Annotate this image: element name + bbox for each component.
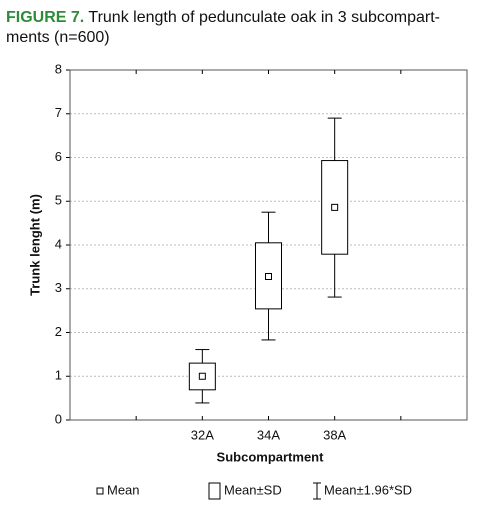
y-tick-label: 4: [55, 236, 62, 251]
mean-marker: [198, 372, 206, 380]
figure-label: FIGURE 7.: [6, 9, 84, 26]
mean-marker: [331, 203, 339, 211]
legend-label: Mean±SD: [224, 482, 282, 497]
y-tick-label: 5: [55, 193, 62, 208]
title-line: Trunk length of pedunculate oak in 3 sub…: [88, 9, 440, 26]
y-tick-label: 6: [55, 149, 62, 164]
y-tick-label: 0: [55, 411, 62, 426]
legend-label: Mean±1.96*SD: [324, 482, 412, 497]
legend-icon: [96, 487, 104, 495]
y-tick-label: 8: [55, 61, 62, 76]
x-tick-label: 34A: [257, 427, 280, 442]
y-tick-label: 1: [55, 368, 62, 383]
x-tick-label: 38A: [323, 427, 346, 442]
mean-marker: [265, 273, 272, 280]
chart-title: FIGURE 7. Trunk length of pedunculate oa…: [6, 9, 440, 26]
y-axis-label: Trunk lenght (m): [27, 194, 42, 296]
x-axis-label: Subcompartment: [217, 449, 325, 464]
legend-label: Mean: [107, 482, 140, 497]
title-line: ments (n=600): [6, 29, 110, 46]
legend-icon: [208, 482, 221, 500]
y-tick-label: 7: [55, 105, 62, 120]
y-tick-label: 2: [55, 324, 62, 339]
y-tick-label: 3: [55, 280, 62, 295]
x-tick-label: 32A: [191, 427, 214, 442]
